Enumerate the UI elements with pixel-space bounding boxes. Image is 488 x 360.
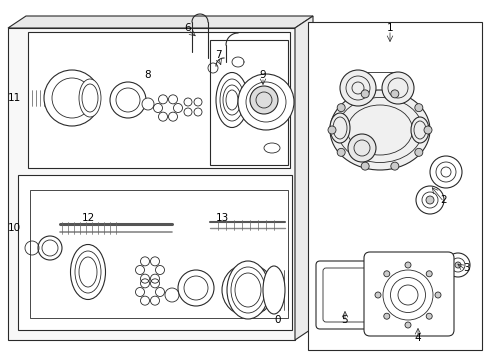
Circle shape (238, 74, 293, 130)
Text: 1: 1 (386, 23, 392, 33)
Circle shape (337, 104, 345, 112)
Circle shape (249, 86, 278, 114)
Text: 9: 9 (259, 70, 266, 80)
Text: 0: 0 (274, 315, 281, 325)
Ellipse shape (216, 72, 247, 127)
Circle shape (361, 90, 368, 98)
Circle shape (164, 288, 179, 302)
Ellipse shape (70, 244, 105, 300)
Circle shape (374, 292, 380, 298)
Circle shape (142, 98, 154, 110)
Text: 11: 11 (7, 93, 20, 103)
Circle shape (44, 70, 100, 126)
Text: 6: 6 (184, 23, 191, 33)
Bar (209, 40, 287, 165)
Circle shape (383, 313, 389, 319)
Circle shape (339, 70, 375, 106)
Circle shape (52, 78, 92, 118)
Circle shape (390, 90, 398, 98)
Circle shape (337, 148, 345, 156)
Ellipse shape (263, 266, 285, 314)
Ellipse shape (264, 143, 280, 153)
Ellipse shape (410, 117, 428, 143)
Ellipse shape (226, 261, 268, 319)
Circle shape (414, 148, 422, 156)
Text: 12: 12 (81, 213, 95, 223)
Circle shape (390, 162, 398, 170)
FancyBboxPatch shape (315, 261, 391, 329)
Polygon shape (294, 16, 312, 340)
Text: 5: 5 (341, 315, 347, 325)
Circle shape (222, 264, 273, 316)
Ellipse shape (329, 113, 349, 143)
Circle shape (434, 292, 440, 298)
Circle shape (381, 72, 413, 104)
Polygon shape (8, 28, 294, 340)
Circle shape (429, 156, 461, 188)
Bar (18, 175, 291, 330)
Ellipse shape (82, 84, 98, 112)
Text: 7: 7 (214, 50, 221, 60)
Circle shape (423, 126, 431, 134)
Circle shape (415, 186, 443, 214)
Text: 8: 8 (144, 70, 151, 80)
Circle shape (347, 134, 375, 162)
Ellipse shape (329, 90, 429, 170)
Circle shape (454, 262, 460, 268)
Bar (307, 22, 481, 350)
Text: 2: 2 (440, 195, 447, 205)
Bar (30, 190, 287, 318)
Circle shape (445, 253, 469, 277)
Circle shape (178, 270, 214, 306)
Circle shape (426, 313, 431, 319)
Circle shape (404, 262, 410, 268)
Circle shape (404, 322, 410, 328)
FancyBboxPatch shape (363, 252, 453, 336)
Circle shape (361, 162, 368, 170)
Text: 13: 13 (215, 213, 228, 223)
Circle shape (426, 271, 431, 277)
Text: 4: 4 (414, 333, 421, 343)
Circle shape (110, 82, 146, 118)
Circle shape (327, 126, 335, 134)
Ellipse shape (79, 79, 101, 117)
Polygon shape (8, 16, 312, 28)
Circle shape (383, 271, 389, 277)
Circle shape (425, 196, 433, 204)
Text: 3: 3 (462, 263, 468, 273)
Text: 10: 10 (7, 223, 20, 233)
Bar (28, 32, 289, 168)
Circle shape (414, 104, 422, 112)
